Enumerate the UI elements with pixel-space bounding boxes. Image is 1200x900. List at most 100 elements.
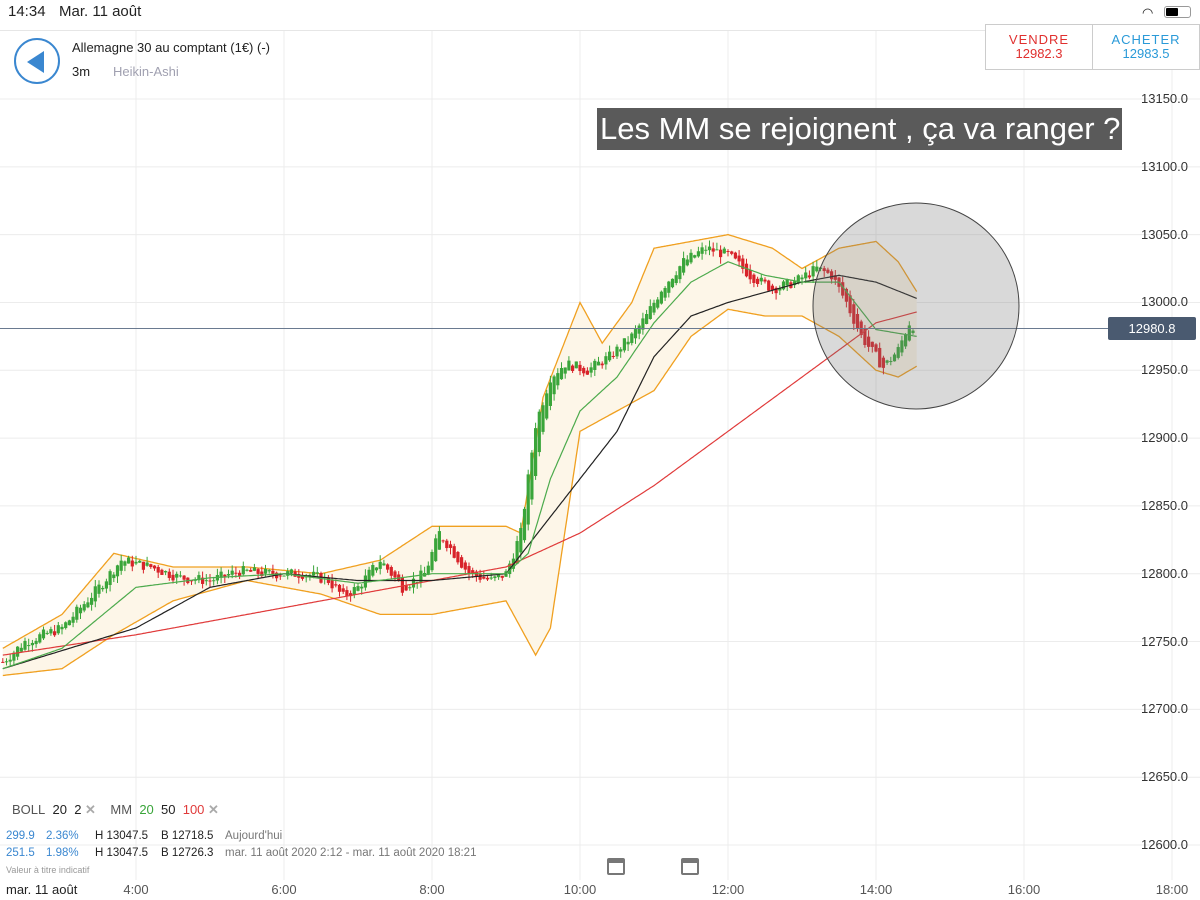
- candle-body: [626, 341, 630, 345]
- candle-body: [467, 566, 471, 575]
- candle-body: [38, 634, 42, 643]
- candle-body: [904, 334, 908, 347]
- candle-body: [34, 640, 38, 645]
- mm-label[interactable]: MM: [110, 802, 133, 817]
- candle-body: [878, 347, 882, 368]
- candle-body: [204, 580, 208, 582]
- mm50-line: [2, 274, 917, 670]
- y-tick-label: 12850.0: [1141, 497, 1188, 513]
- candle-body: [419, 570, 423, 583]
- candle-body: [674, 275, 678, 284]
- candle-body: [404, 585, 408, 591]
- candle-body: [426, 565, 430, 575]
- candle-body: [127, 557, 131, 564]
- candle-body: [578, 364, 582, 371]
- candle-body: [482, 576, 486, 579]
- candle-body: [93, 586, 97, 602]
- candle-body: [75, 606, 79, 620]
- candle-body: [615, 346, 619, 357]
- candle-body: [719, 249, 723, 258]
- mm-remove-icon[interactable]: ✕: [208, 802, 219, 817]
- candle-body: [345, 590, 349, 597]
- status-date: Mar. 11 août: [59, 3, 142, 20]
- candle-body: [164, 571, 168, 573]
- candle-body: [271, 570, 275, 575]
- candle-body: [312, 571, 316, 576]
- candle-body: [134, 561, 138, 564]
- x-tick-label: 14:00: [859, 882, 893, 897]
- buy-button[interactable]: ACHETER 12983.5: [1092, 25, 1199, 69]
- candle-body: [286, 571, 290, 576]
- candle-body: [774, 287, 778, 294]
- stat-low: B 12726.3: [161, 847, 214, 859]
- stat-pct: 1.98%: [46, 847, 79, 859]
- sell-button[interactable]: VENDRE 12982.3: [986, 25, 1092, 69]
- candle-body: [522, 508, 527, 541]
- candle-body: [393, 571, 397, 578]
- candle-body: [648, 306, 652, 320]
- candle-body: [437, 531, 441, 550]
- stat-period: Aujourd'hui: [225, 830, 283, 842]
- candle-body: [633, 329, 638, 339]
- candle-body: [252, 567, 256, 571]
- candle-body: [16, 646, 20, 657]
- candle-body: [226, 573, 231, 576]
- candle-body: [234, 572, 238, 574]
- candle-body: [49, 629, 53, 634]
- y-tick-label: 12650.0: [1141, 769, 1188, 785]
- stats-table: 299.9 2.36% H 13047.5 B 12718.5 Aujourd'hui …: [6, 828, 476, 862]
- candle-body: [45, 632, 49, 634]
- candle-body: [71, 616, 75, 623]
- boll-label[interactable]: BOLL: [12, 802, 46, 817]
- candle-body: [434, 538, 438, 562]
- indicator-legend: BOLL 20 2 ✕ MM 20 50 100 ✕: [12, 802, 219, 818]
- candle-body: [600, 363, 604, 366]
- candle-body: [30, 642, 34, 646]
- candle-body: [238, 572, 242, 576]
- back-button[interactable]: [14, 38, 60, 84]
- candle-body: [219, 571, 223, 578]
- candle-body: [249, 569, 253, 572]
- candle-body: [537, 411, 541, 453]
- candle-body: [763, 279, 767, 282]
- candle-body: [53, 631, 57, 636]
- calendar-icon[interactable]: [681, 858, 699, 875]
- candle-body: [526, 474, 530, 525]
- candle-body: [545, 393, 549, 419]
- candle-body: [478, 573, 482, 580]
- candle-body: [756, 278, 760, 284]
- candle-body: [548, 382, 552, 406]
- candle-body: [585, 370, 589, 375]
- candle-body: [800, 277, 804, 280]
- candle-body: [744, 263, 749, 277]
- candle-body: [360, 586, 364, 589]
- stat-high: H 13047.5: [95, 847, 149, 859]
- candle-body: [852, 304, 856, 324]
- boll-stddev: 2: [74, 802, 82, 817]
- buy-label: ACHETER: [1111, 32, 1181, 47]
- calendar-icon[interactable]: [607, 858, 625, 875]
- candle-body: [534, 428, 538, 477]
- buy-price: 12983.5: [1122, 46, 1170, 61]
- candle-body: [593, 360, 597, 370]
- candle-body: [112, 574, 116, 579]
- candle-body: [78, 607, 83, 614]
- candle-body: [201, 577, 205, 584]
- sell-label: VENDRE: [1008, 32, 1070, 47]
- candle-body: [608, 351, 612, 361]
- candle-body: [863, 328, 867, 346]
- candle-body: [189, 580, 194, 582]
- timeframe[interactable]: 3m: [72, 64, 91, 79]
- candle-body: [793, 281, 797, 286]
- candle-body: [833, 275, 837, 280]
- mm100-line: [2, 311, 917, 656]
- boll-remove-icon[interactable]: ✕: [85, 802, 96, 817]
- candle-body: [441, 540, 445, 542]
- candle-body: [785, 279, 789, 286]
- candle-body: [90, 597, 94, 605]
- chart-style[interactable]: Heikin-Ashi: [113, 64, 179, 79]
- status-bar: 14:34 Mar. 11 août ◠: [0, 0, 1200, 24]
- candle-body: [874, 344, 878, 352]
- trade-box: VENDRE 12982.3 ACHETER 12983.5: [985, 24, 1200, 70]
